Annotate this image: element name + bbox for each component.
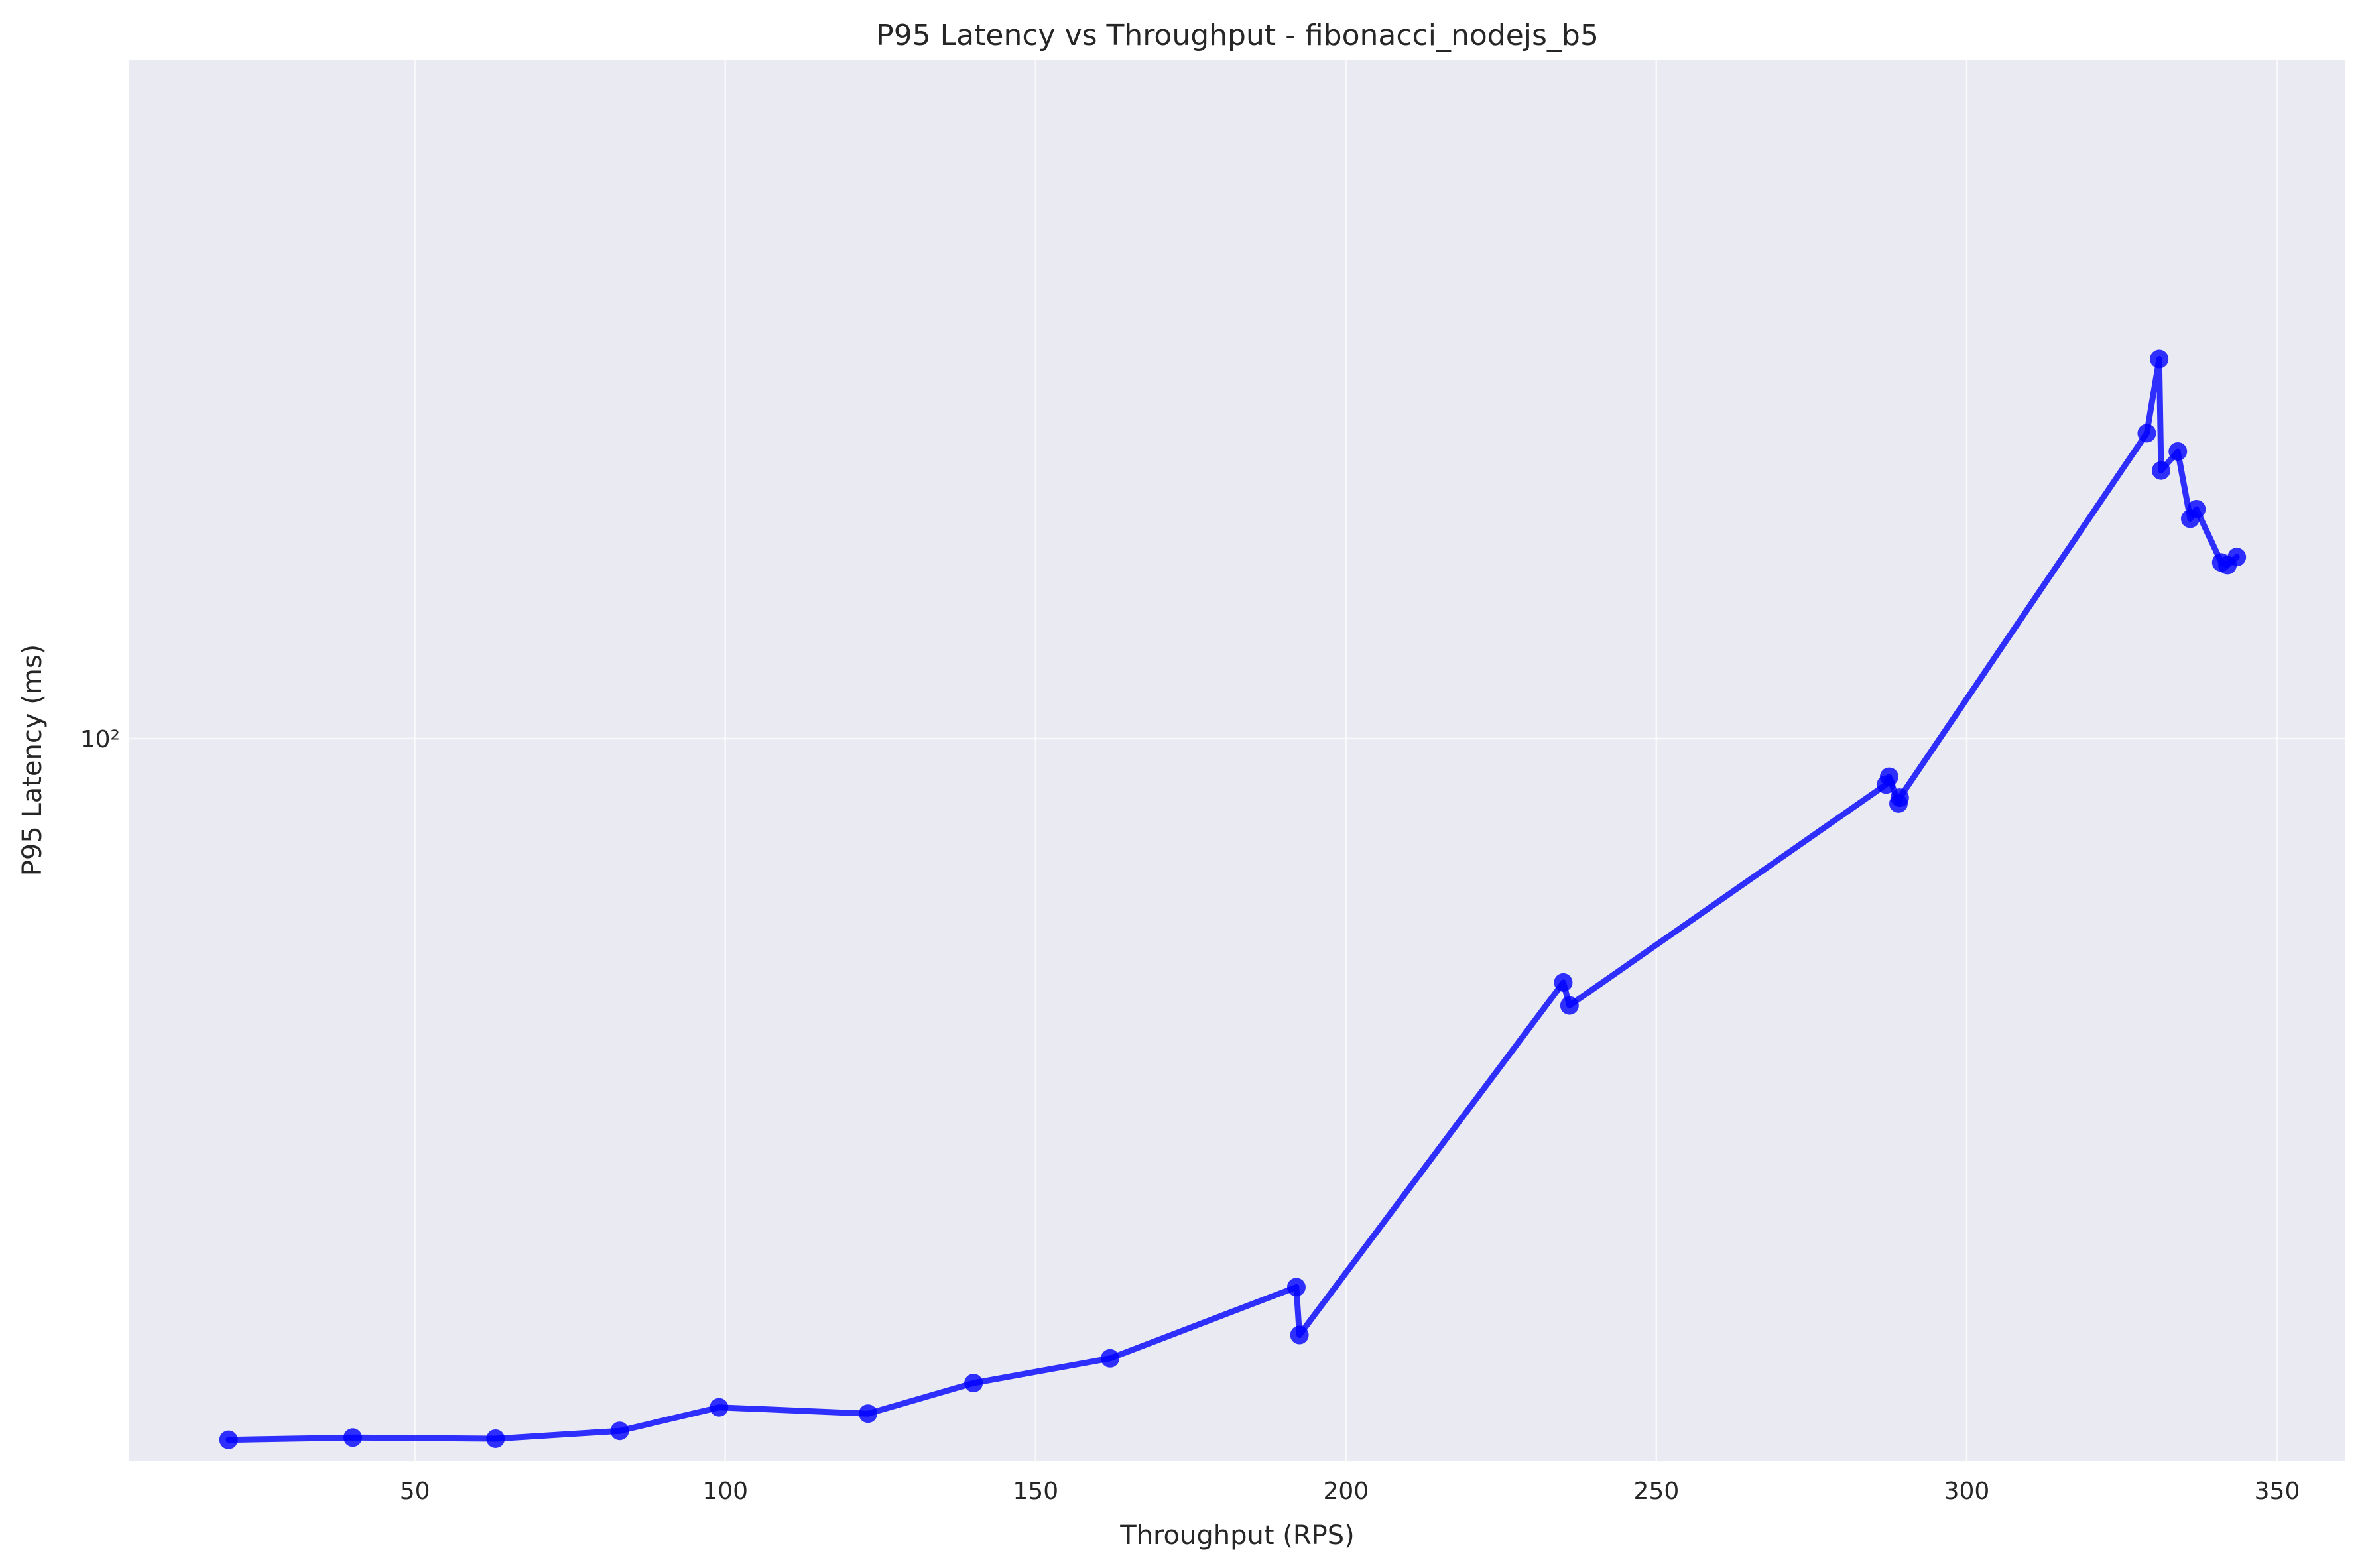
data-point: [610, 1421, 629, 1441]
x-axis-ticks: 50 100 150 200 250 300 350: [400, 1478, 2300, 1505]
data-point: [1101, 1349, 1120, 1368]
x-tick-label: 200: [1323, 1478, 1369, 1505]
plot-area: [129, 60, 2345, 1461]
data-point: [1560, 996, 1579, 1015]
data-point: [343, 1428, 363, 1447]
data-point: [486, 1429, 505, 1448]
data-point: [1890, 788, 1909, 808]
data-point: [1879, 767, 1898, 786]
data-point: [2151, 461, 2170, 480]
data-point: [2227, 548, 2247, 567]
data-point: [2137, 424, 2156, 443]
data-point: [1554, 973, 1573, 992]
data-point: [2168, 442, 2188, 461]
data-point: [2187, 499, 2206, 518]
data-point: [219, 1430, 238, 1449]
x-tick-label: 250: [1634, 1478, 1680, 1505]
chart-title: P95 Latency vs Throughput - fibonacci_no…: [876, 19, 1599, 52]
data-point: [2150, 349, 2169, 369]
data-point: [1290, 1325, 1309, 1345]
x-axis-label: Throughput (RPS): [1119, 1520, 1355, 1551]
data-points: [219, 349, 2247, 1449]
grid-lines: [129, 60, 2345, 1461]
x-tick-label: 350: [2255, 1478, 2300, 1505]
y-axis-label: P95 Latency (ms): [17, 644, 48, 876]
data-point: [964, 1374, 983, 1393]
y-tick-label: 10²: [80, 726, 120, 753]
data-point: [710, 1398, 729, 1417]
x-tick-label: 150: [1013, 1478, 1058, 1505]
data-point: [859, 1404, 877, 1423]
x-tick-label: 300: [1944, 1478, 1990, 1505]
data-point: [1286, 1278, 1306, 1297]
y-axis-ticks: 10²: [80, 726, 120, 753]
x-tick-label: 50: [400, 1478, 430, 1505]
x-tick-label: 100: [702, 1478, 748, 1505]
